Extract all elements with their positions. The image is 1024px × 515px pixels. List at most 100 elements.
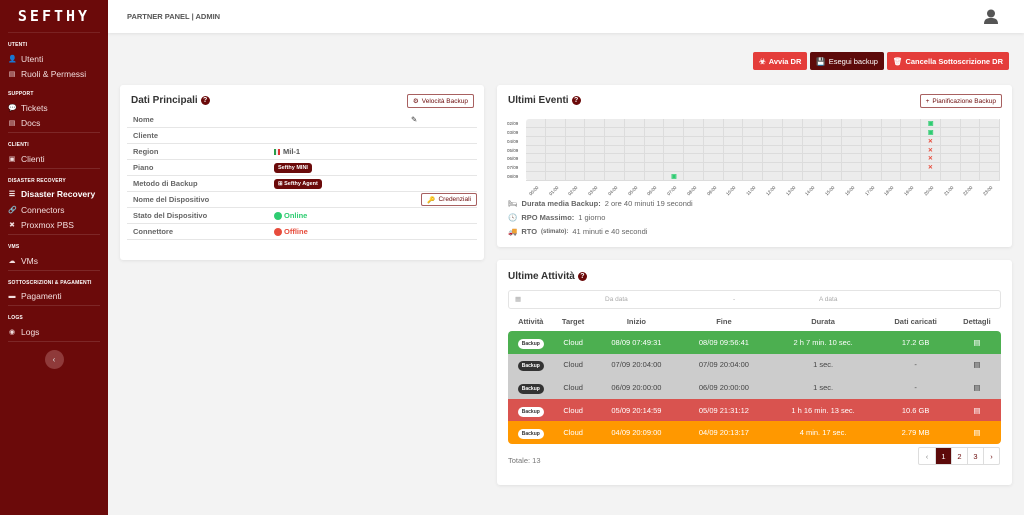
sidebar-item-docs[interactable]: ▤ Docs [0, 116, 108, 132]
heatmap-cell [644, 172, 665, 181]
collapse-sidebar-button[interactable]: ‹ [44, 349, 64, 369]
x-tick-label: 23:00 [982, 185, 994, 197]
edit-icon[interactable]: ✎ [411, 115, 418, 124]
table-row[interactable]: Backup Cloud 08/09 07:49:31 08/09 09:56:41 2… [508, 331, 1001, 354]
sidebar-item-connectors[interactable]: 🔗 Connectors [0, 202, 108, 218]
heatmap-cell [684, 119, 704, 128]
document-icon[interactable]: ▤ [973, 382, 981, 392]
from-date-input[interactable]: Da data [605, 296, 628, 303]
table-row[interactable]: Backup Cloud 06/09 20:00:00 06/09 20:00:00 1… [508, 376, 1001, 399]
pagination: ‹ 1 2 3 › [918, 447, 1000, 465]
to-date-input[interactable]: A data [819, 296, 838, 303]
heatmap-cell [624, 136, 645, 146]
attivita-title: Ultime Attività [508, 271, 575, 282]
region-value: Mil-1 [283, 147, 301, 156]
heatmap-cell [723, 127, 744, 137]
sidebar-item-disaster-recovery[interactable]: ☰ Disaster Recovery [0, 187, 108, 203]
date-range-filter[interactable]: ▦ Da data - A data [508, 290, 1001, 309]
cell-attivita: Backup [508, 354, 554, 377]
page-button[interactable]: 1 [935, 448, 951, 464]
heatmap-cell [526, 154, 546, 164]
sidebar-section-title: LOGS [8, 315, 23, 321]
heatmap-cell [940, 163, 961, 173]
y-tick-label: 03/09 [507, 129, 519, 135]
heatmap-cell [723, 145, 744, 155]
table-row[interactable]: Backup Cloud 04/09 20:09:00 04/09 20:13:17 4… [508, 421, 1001, 444]
avvia-dr-button[interactable]: ☣ Avvia DR [753, 52, 808, 70]
backup-success-icon[interactable]: ▣ [927, 129, 934, 136]
backup-failed-icon[interactable]: ✕ [927, 138, 933, 145]
document-icon[interactable]: ▤ [973, 405, 981, 415]
sidebar-item-pagamenti[interactable]: ▬ Pagamenti [0, 289, 108, 305]
backup-failed-icon[interactable]: ✕ [927, 165, 933, 172]
help-icon[interactable]: ? [200, 96, 210, 105]
heatmap-cell [763, 145, 783, 155]
esegui-backup-button[interactable]: 💾 Esegui backup [810, 52, 884, 70]
column-header[interactable]: Durata [811, 316, 835, 326]
cell-dettagli: ▤ [953, 354, 1001, 377]
x-tick-label: 09:00 [705, 185, 718, 197]
heatmap-cell [743, 119, 763, 128]
document-icon[interactable]: ▤ [973, 337, 981, 347]
durata-value: 2 ore 40 minuti 19 secondi [604, 199, 693, 208]
column-header[interactable]: Dettagli [963, 316, 991, 326]
column-header[interactable]: Dati caricati [894, 316, 937, 326]
heatmap-cell [782, 136, 803, 146]
document-icon[interactable]: ▤ [973, 360, 981, 370]
help-icon[interactable]: ? [577, 272, 587, 281]
help-icon[interactable]: ? [571, 96, 581, 105]
page-button[interactable]: 2 [951, 448, 967, 464]
credenziali-button[interactable]: 🔑 Credenziali [421, 193, 477, 206]
table-row[interactable]: Backup Cloud 05/09 20:14:59 05/09 21:31:12 1… [508, 398, 1001, 422]
heatmap-cell [684, 172, 704, 181]
gear-icon: ⚙ [412, 98, 419, 105]
heatmap-cell [644, 119, 665, 128]
backup-success-icon[interactable]: ▣ [671, 174, 677, 181]
cloud-icon: ☁ [8, 257, 16, 265]
heatmap-cell [703, 154, 724, 164]
prev-page-button[interactable]: ‹ [925, 451, 929, 461]
velocita-backup-button[interactable]: ⚙ Velocità Backup [406, 94, 474, 108]
heatmap-cell [960, 127, 981, 137]
heatmap-cell [921, 119, 941, 128]
page-button[interactable]: 3 [967, 448, 983, 464]
heatmap-cell [861, 163, 882, 173]
column-header[interactable]: Inizio [626, 316, 646, 326]
backup-failed-icon[interactable]: ✕ [927, 147, 933, 154]
heatmap-cell [703, 145, 724, 155]
user-avatar-icon[interactable] [984, 9, 998, 24]
sidebar-item-utenti[interactable]: 👤 Utenti [0, 51, 108, 67]
heatmap-cell [802, 163, 823, 173]
sidebar-item-clienti[interactable]: ▣ Clienti [0, 151, 108, 167]
column-header[interactable]: Attività [518, 316, 544, 326]
pianificazione-backup-button[interactable]: + Pianificazione Backup [919, 94, 1002, 108]
column-header[interactable]: Target [561, 316, 585, 326]
cancella-sottoscrizione-button[interactable]: 🗑 Cancella Sottoscrizione DR [886, 52, 1009, 70]
x-tick-label: 22:00 [962, 185, 974, 197]
logo[interactable]: SEFTHY [8, 0, 100, 33]
backup-success-icon[interactable]: ▣ [927, 121, 934, 127]
cell-f: 07/09 20:04:00 [698, 360, 749, 370]
sidebar-item-tickets[interactable]: 💬 Tickets [0, 100, 108, 116]
heatmap-cell [980, 127, 1000, 137]
next-page-button[interactable]: › [983, 448, 999, 464]
cell-d: 2 h 7 min. 10 sec. [793, 337, 853, 347]
table-row[interactable]: Backup Cloud 07/09 20:04:00 07/09 20:04:00 1… [508, 353, 1001, 377]
backup-failed-icon[interactable]: ✕ [927, 156, 933, 163]
sidebar-item-proxmox-pbs[interactable]: ✖ Proxmox PBS [0, 218, 108, 234]
document-icon[interactable]: ▤ [973, 428, 981, 438]
label-region: Region [133, 147, 159, 156]
heatmap-cell [960, 154, 981, 164]
eye-icon: ◉ [8, 328, 16, 336]
cell-s: - [914, 360, 917, 370]
x-tick-label: 17:00 [863, 185, 876, 197]
cell-f: 05/09 21:31:12 [698, 405, 749, 415]
heatmap-cell [664, 136, 684, 146]
sidebar-item-logs[interactable]: ◉ Logs [0, 324, 108, 340]
column-header[interactable]: Fine [716, 316, 732, 326]
sidebar-item-ruoli-permessi[interactable]: ▤ Ruoli & Permessi [0, 67, 108, 83]
sidebar-item-vms[interactable]: ☁ VMs [0, 253, 108, 269]
cell-i: 04/09 20:09:00 [611, 428, 662, 438]
sidebar-item-label: Docs [21, 118, 41, 129]
sidebar-divider [8, 340, 100, 342]
